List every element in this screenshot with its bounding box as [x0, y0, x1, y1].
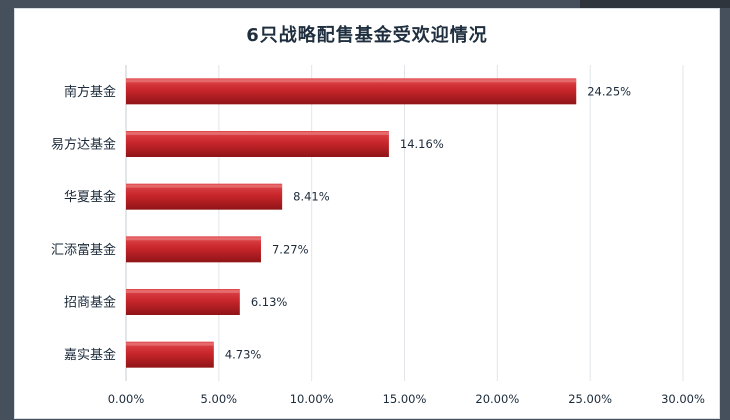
bar-chart: 0.00% 5.00% 10.00% 15.00% 20.00% 25.00% 30.00%… [51, 65, 705, 406]
bar [126, 78, 577, 105]
data-label: 6.13% [251, 295, 288, 309]
x-tick-label: 20.00% [475, 392, 519, 406]
x-tick-label: 5.00% [201, 392, 238, 406]
bar-highlight [126, 79, 577, 83]
category-label: 嘉实基金 [64, 347, 116, 363]
chart-title: 6只战略配售基金受欢迎情况 [246, 25, 488, 46]
data-label: 7.27% [272, 242, 309, 256]
x-tick-label: 25.00% [568, 392, 612, 406]
bar [126, 131, 389, 157]
category-label: 汇添富基金 [51, 242, 116, 258]
bar-highlight [126, 237, 261, 241]
bar [126, 341, 214, 368]
data-label: 8.41% [293, 190, 330, 204]
category-label: 南方基金 [64, 84, 116, 100]
bar-highlight [126, 132, 389, 135]
bar-highlight [126, 184, 283, 188]
data-label: 4.73% [225, 348, 262, 362]
bar [126, 236, 261, 263]
bar [126, 289, 240, 315]
category-label: 招商基金 [64, 295, 116, 311]
gridlines [125, 65, 684, 381]
x-tick-label: 30.00% [661, 392, 705, 406]
bar [126, 183, 283, 210]
category-label: 易方达基金 [51, 137, 116, 153]
data-label: 24.25% [587, 84, 631, 98]
data-label: 14.16% [400, 137, 444, 151]
bar-highlight [126, 342, 214, 346]
category-label: 华夏基金 [64, 189, 116, 205]
x-tick-label: 0.00% [108, 392, 145, 406]
bar-highlight [126, 290, 240, 293]
x-tick-label: 15.00% [383, 392, 427, 406]
chart-panel: 6只战略配售基金受欢迎情况 0.00% 5.00% 10.00% 15.00% 20.0… [14, 8, 720, 419]
x-tick-label: 10.00% [290, 392, 334, 406]
top-right-dark-strip [580, 0, 730, 8]
labels: 0.00% 5.00% 10.00% 15.00% 20.00% 25.00% 30.00%… [51, 84, 705, 406]
bars [126, 78, 577, 368]
